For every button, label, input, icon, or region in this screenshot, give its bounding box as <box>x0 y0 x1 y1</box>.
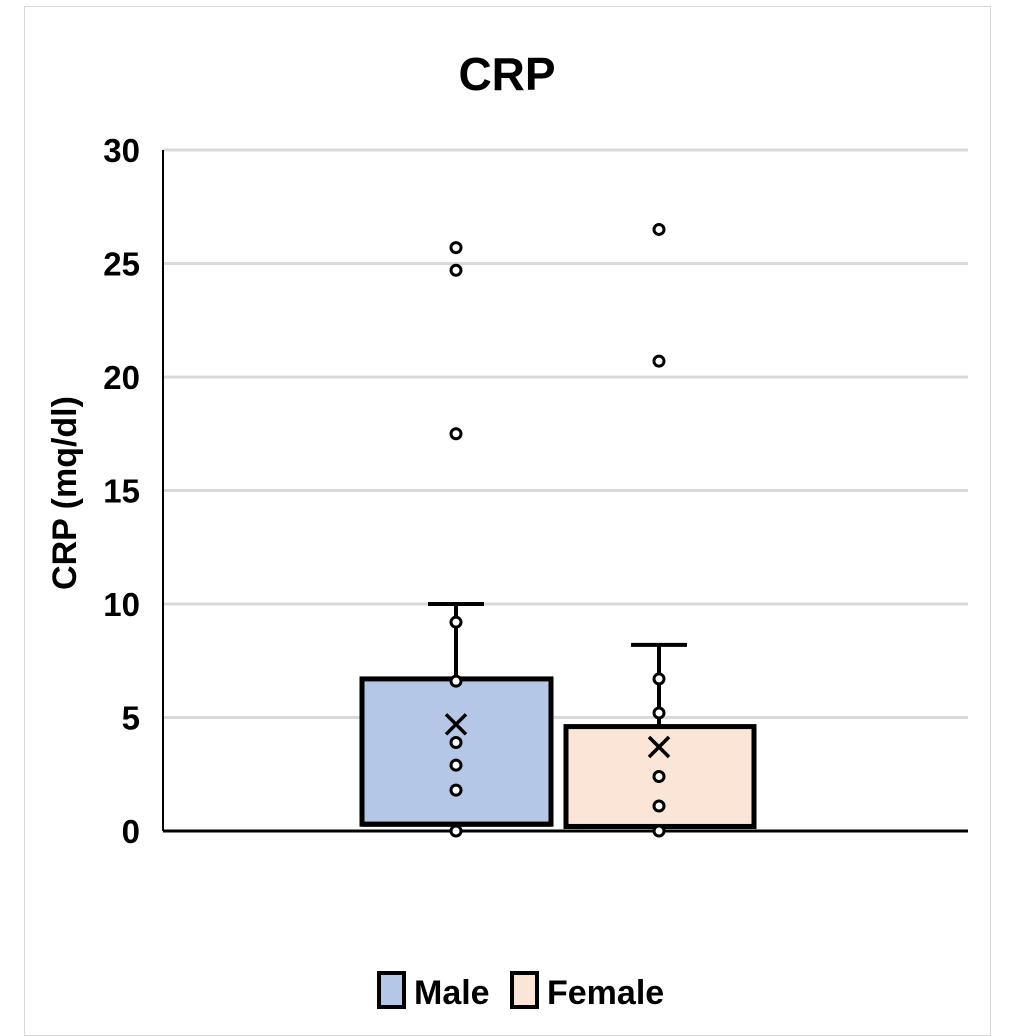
y-axis-ticks: 0 5 10 15 20 25 30 <box>103 132 140 850</box>
data-point <box>652 706 666 720</box>
data-point <box>449 615 463 629</box>
chart-title: CRP <box>458 48 555 100</box>
data-point <box>449 758 463 772</box>
legend-swatch-female <box>510 971 539 1009</box>
box-male <box>359 241 554 838</box>
data-point <box>652 824 666 838</box>
data-point <box>652 222 666 236</box>
mean-marker <box>444 713 468 736</box>
legend: Male Female <box>377 971 664 1012</box>
y-tick-label: 30 <box>103 132 140 169</box>
data-point <box>449 263 463 277</box>
data-point <box>652 799 666 813</box>
data-point <box>449 735 463 749</box>
chart-frame <box>24 6 991 1036</box>
legend-label-male: Male <box>414 974 490 1012</box>
data-point <box>652 672 666 686</box>
data-point <box>449 783 463 797</box>
data-point <box>652 354 666 368</box>
mean-marker <box>647 735 671 759</box>
data-point <box>449 824 463 838</box>
y-tick-label: 20 <box>103 359 140 396</box>
legend-swatch-male <box>377 971 406 1009</box>
gridlines <box>162 148 968 833</box>
y-tick-label: 25 <box>103 246 140 283</box>
y-axis-label: CRP (mq/dl) <box>46 396 84 590</box>
box-series <box>359 222 757 838</box>
legend-label-female: Female <box>547 974 664 1012</box>
box-female <box>563 222 757 838</box>
y-tick-label: 0 <box>122 813 140 850</box>
y-tick-label: 15 <box>103 473 140 510</box>
y-tick-label: 10 <box>103 586 140 623</box>
data-point <box>449 427 463 441</box>
box-rect <box>359 676 554 827</box>
data-point <box>449 674 463 688</box>
data-point <box>449 241 463 255</box>
data-point <box>652 770 666 784</box>
y-tick-label: 5 <box>122 700 140 737</box>
